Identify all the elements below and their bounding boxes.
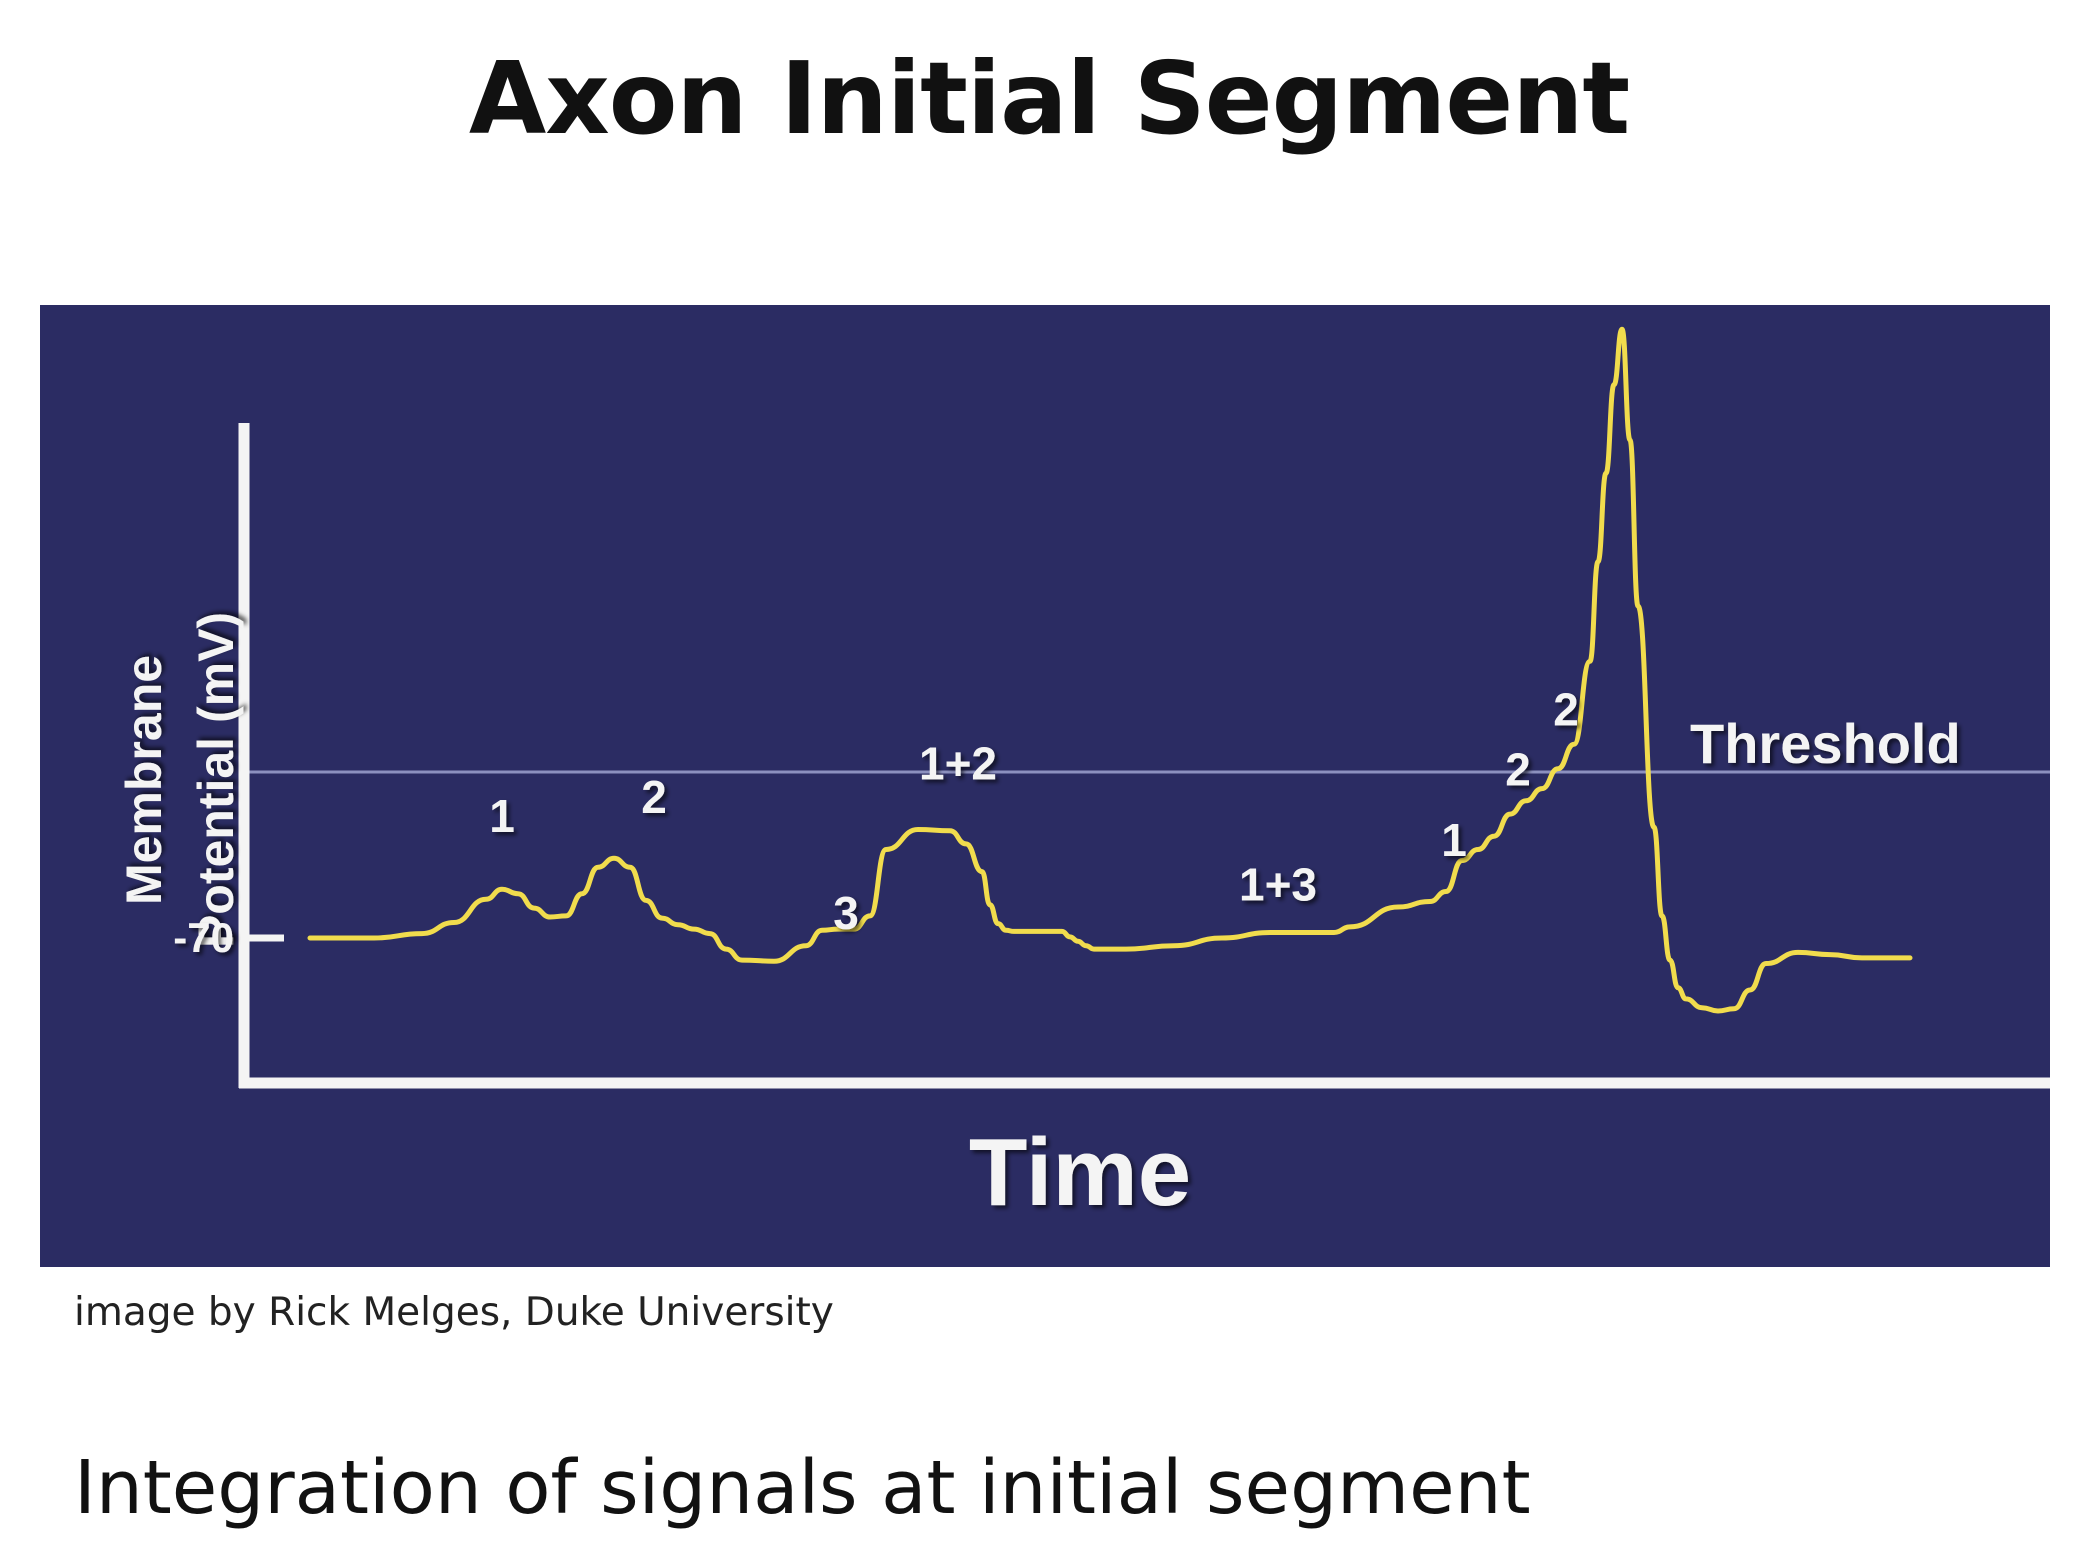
slide-caption: Integration of signals at initial segmen… [74, 1445, 1531, 1531]
trace-annotation: 1 [1441, 814, 1467, 866]
membrane-potential-trace [307, 326, 1913, 1014]
trace-annotation: 1+2 [919, 738, 997, 790]
chart-panel: Time Membrane Potential (mV) Threshold -… [40, 305, 2050, 1267]
y-axis-label-line-1: Membrane [116, 655, 172, 905]
trace-annotation: 1+3 [1239, 858, 1317, 910]
trace-annotation: 2 [1505, 743, 1531, 795]
membrane-potential-chart: Time Membrane Potential (mV) Threshold -… [116, 326, 2050, 1226]
threshold-label: Threshold [1690, 712, 1961, 775]
trace-annotation: 2 [641, 771, 667, 823]
y-ticks: -70 [173, 914, 284, 961]
trace-annotation: 3 [833, 887, 859, 939]
slide-title: Axon Initial Segment [468, 40, 1630, 157]
y-tick-label: -70 [173, 914, 234, 961]
trace-annotation: 1 [489, 790, 515, 842]
y-axis-label-line-2: Potential (mV) [188, 612, 244, 948]
x-axis-label: Time [969, 1119, 1191, 1226]
image-credit: image by Rick Melges, Duke University [74, 1290, 834, 1335]
trace-annotation: 2 [1553, 684, 1579, 736]
